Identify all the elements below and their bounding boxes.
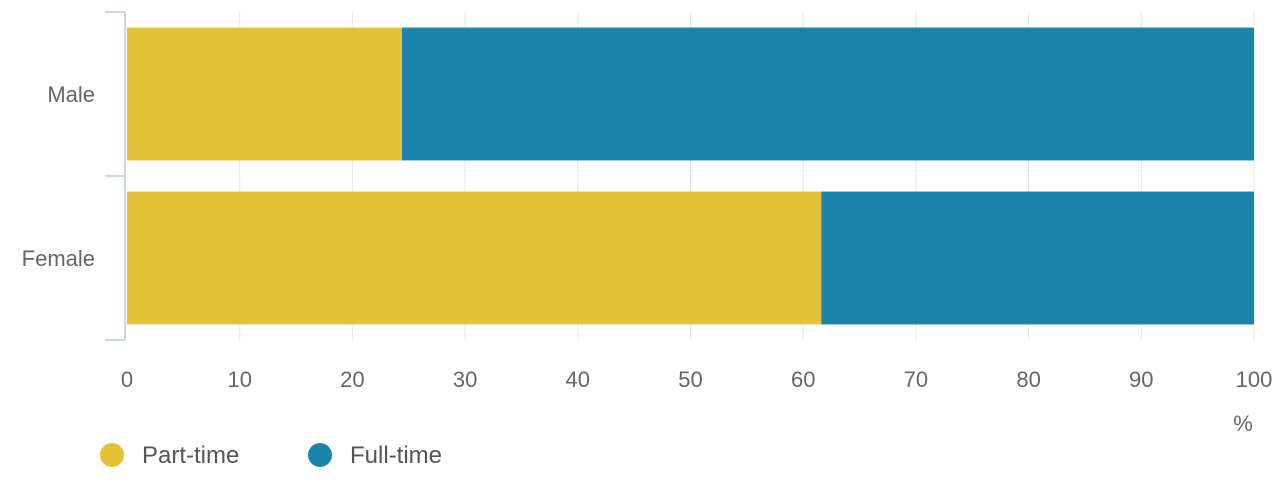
x-tick-label: 20 — [340, 367, 364, 392]
bars — [127, 27, 1254, 325]
category-label: Female — [22, 246, 95, 271]
legend-label: Full-time — [350, 442, 442, 469]
x-tick-label: 60 — [791, 367, 815, 392]
x-tick-label: 50 — [678, 367, 702, 392]
bar-segment — [821, 191, 1254, 325]
x-tick-label: 0 — [121, 367, 133, 392]
x-tick-label: 90 — [1129, 367, 1153, 392]
x-tick-label: 70 — [904, 367, 928, 392]
bar-segment — [401, 27, 1254, 161]
legend-marker — [308, 443, 332, 467]
x-tick-label: 30 — [453, 367, 477, 392]
legend-label: Part-time — [142, 442, 239, 469]
x-axis-unit-label: % — [1233, 411, 1253, 436]
x-tick-label: 100 — [1236, 367, 1273, 392]
x-tick-label: 80 — [1016, 367, 1040, 392]
x-tick-label: 40 — [566, 367, 590, 392]
bar-segment — [127, 191, 822, 325]
legend-marker — [100, 443, 124, 467]
legend: Part-time Full-time — [100, 442, 442, 469]
x-tick-label: 10 — [227, 367, 251, 392]
category-label: Male — [47, 82, 95, 107]
axes: 0 10 20 30 40 50 60 70 80 90 100% Male Female — [22, 11, 1273, 436]
bar-segment — [127, 27, 402, 161]
